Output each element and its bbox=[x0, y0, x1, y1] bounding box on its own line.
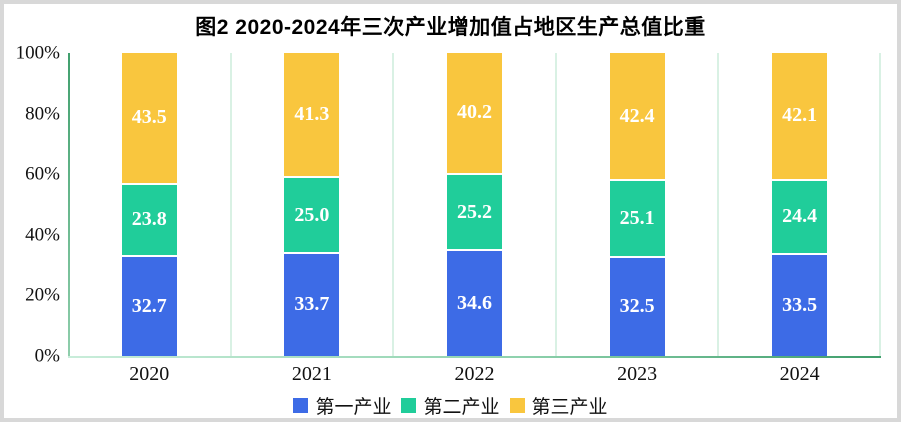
bar-value-label: 32.5 bbox=[619, 295, 655, 318]
bar-value-label: 25.0 bbox=[294, 203, 330, 226]
bar-segment: 25.2 bbox=[446, 174, 502, 252]
bar-value-label: 33.5 bbox=[782, 293, 818, 316]
bar-segment: 34.6 bbox=[446, 251, 502, 356]
x-tick-label: 2020 bbox=[129, 363, 170, 385]
bar-value-label: 43.5 bbox=[131, 106, 167, 129]
gridline bbox=[392, 53, 395, 356]
legend-label: 第三产业 bbox=[531, 397, 608, 418]
stacked-bar-2022: 34.6 25.2 40.2 bbox=[446, 53, 502, 356]
x-tick-label: 2021 bbox=[291, 363, 332, 385]
bar-column-2022: 34.6 25.2 40.2 bbox=[393, 53, 556, 356]
legend-item: 第二产业 bbox=[401, 392, 500, 418]
stacked-bar-2020: 32.7 23.8 43.5 bbox=[121, 53, 177, 356]
bar-segment: 43.5 bbox=[121, 53, 177, 185]
bar-value-label: 33.7 bbox=[294, 293, 330, 316]
bar-column-2021: 33.7 25.0 41.3 bbox=[231, 53, 394, 356]
x-axis-tick-labels: 2020 2021 2022 2023 2024 bbox=[68, 363, 881, 386]
y-axis-line bbox=[68, 53, 70, 356]
legend-label: 第二产业 bbox=[423, 397, 500, 418]
legend: 第一产业 第二产业 第三产业 bbox=[4, 392, 897, 418]
y-tick-label: 20% bbox=[25, 284, 60, 306]
bar-value-label: 24.4 bbox=[782, 205, 818, 228]
bar-segment: 41.3 bbox=[284, 53, 340, 179]
bar-segment: 42.1 bbox=[772, 53, 828, 181]
bar-segment: 42.4 bbox=[609, 53, 665, 182]
stacked-bar-2021: 33.7 25.0 41.3 bbox=[284, 53, 340, 356]
legend-swatch bbox=[293, 398, 309, 413]
bar-segment: 33.7 bbox=[284, 253, 340, 356]
y-tick-label: 60% bbox=[25, 163, 60, 185]
bar-segment: 32.5 bbox=[609, 257, 665, 356]
plot-right-border bbox=[879, 53, 881, 356]
y-axis-tick-labels: 0% 20% 40% 60% 80% 100% bbox=[4, 44, 60, 366]
bar-column-2020: 32.7 23.8 43.5 bbox=[68, 53, 231, 356]
bar-column-2023: 32.5 25.1 42.4 bbox=[556, 53, 719, 356]
bar-columns: 32.7 23.8 43.5 33.7 25.0 41.3 34.6 25.2 40.2 32.5… bbox=[68, 53, 881, 356]
bar-segment: 40.2 bbox=[446, 53, 502, 175]
x-axis-line bbox=[68, 356, 881, 358]
gridline bbox=[554, 53, 557, 356]
bar-value-label: 32.7 bbox=[131, 294, 167, 317]
x-tick-label: 2024 bbox=[779, 363, 820, 385]
legend-swatch bbox=[401, 398, 417, 413]
bar-segment: 25.1 bbox=[609, 181, 665, 258]
legend-label: 第一产业 bbox=[315, 397, 392, 418]
bar-value-label: 42.4 bbox=[619, 104, 655, 127]
bar-value-label: 40.2 bbox=[456, 101, 492, 124]
legend-swatch bbox=[509, 398, 525, 413]
legend-item: 第三产业 bbox=[509, 392, 608, 418]
gridline bbox=[717, 53, 720, 356]
gridline bbox=[229, 53, 232, 356]
bar-value-label: 23.8 bbox=[131, 208, 167, 231]
bar-column-2024: 33.5 24.4 42.1 bbox=[718, 53, 881, 356]
bar-segment: 32.7 bbox=[121, 256, 177, 356]
stacked-bar-2024: 33.5 24.4 42.1 bbox=[772, 53, 828, 356]
bar-segment: 23.8 bbox=[121, 184, 177, 257]
plot-area: 32.7 23.8 43.5 33.7 25.0 41.3 34.6 25.2 40.2 32.5… bbox=[68, 53, 881, 358]
x-tick-label: 2023 bbox=[617, 363, 658, 385]
bar-value-label: 42.1 bbox=[782, 104, 818, 127]
bar-value-label: 34.6 bbox=[456, 292, 492, 315]
bar-segment: 33.5 bbox=[772, 254, 828, 356]
legend-item: 第一产业 bbox=[293, 392, 392, 418]
bar-value-label: 25.2 bbox=[456, 200, 492, 223]
bar-value-label: 41.3 bbox=[294, 103, 330, 126]
x-tick-label: 2022 bbox=[454, 363, 495, 385]
y-tick-label: 100% bbox=[15, 42, 60, 64]
y-tick-label: 0% bbox=[34, 345, 60, 367]
y-tick-label: 80% bbox=[25, 103, 60, 125]
bar-value-label: 25.1 bbox=[619, 207, 655, 229]
stacked-bar-2023: 32.5 25.1 42.4 bbox=[609, 53, 665, 356]
bar-segment: 25.0 bbox=[284, 178, 340, 254]
y-tick-label: 40% bbox=[25, 224, 60, 246]
chart-title: 图2 2020-2024年三次产业增加值占地区生产总值比重 bbox=[195, 16, 706, 39]
bar-segment: 24.4 bbox=[772, 180, 828, 255]
